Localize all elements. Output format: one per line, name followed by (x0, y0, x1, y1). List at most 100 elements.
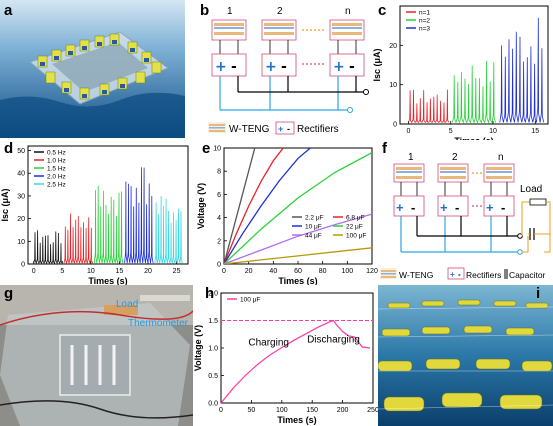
panel-label-b: b (200, 2, 210, 19)
legend-label: 2.0 Hz (47, 173, 66, 180)
series-line (224, 213, 372, 264)
series-line (220, 319, 371, 404)
series-line (63, 213, 93, 265)
chart-isc-units: 0 5 10 15 0 10 20 Times (s) Isc (μA) n=1n=2n=3 (372, 5, 549, 140)
svg-text:+: + (396, 200, 404, 215)
circuit-unit-2: 2 + - (261, 6, 297, 110)
series-line (452, 60, 496, 124)
y-axis-label: Isc (μA) (372, 48, 382, 81)
y-tick-label: 40 (17, 171, 25, 178)
y-tick-label: 0 (21, 262, 25, 269)
y-tick-label: 0.0 (208, 401, 218, 408)
x-tick-label: 80 (319, 268, 327, 275)
x-tick-label: 0 (222, 268, 226, 275)
f-unit-label-1: 1 (408, 152, 414, 163)
panel-label-d: d (4, 140, 14, 157)
y-tick-label: 1.0 (208, 346, 218, 353)
unit-label-2: 2 (277, 6, 283, 17)
x-tick-label: 200 (337, 407, 349, 414)
x-tick-label: 60 (294, 268, 302, 275)
legend-label: 100 μF (346, 232, 366, 239)
y-tick-label: 0.5 (208, 373, 218, 380)
svg-text:-: - (458, 270, 461, 279)
svg-text:+: + (278, 124, 283, 134)
x-tick-label: 150 (306, 407, 318, 414)
y-tick-label: 1.5 (208, 318, 218, 325)
series-line (33, 230, 63, 265)
x-tick-label: 250 (367, 407, 378, 414)
y-tick-label: 10 (17, 239, 25, 246)
legend-label: 44 μF (305, 232, 322, 239)
panel-h: h 0 50 100 150 200 250 0.0 0.5 1.0 1.5 2.0 Times (s… (193, 285, 378, 426)
circuit-unit-1: 1 + - (211, 6, 247, 110)
x-axis-label: Times (s) (454, 136, 493, 140)
wteng-network-illustration (0, 0, 185, 138)
y-tick-label: 20 (389, 43, 397, 50)
y-tick-label: 2 (217, 238, 221, 245)
panel-d: d 0 5 10 15 20 25 0 10 20 30 40 50 Times (s) Isc (μA)… (0, 140, 192, 285)
x-tick-label: 100 (341, 268, 353, 275)
panel-a: a (0, 0, 185, 138)
panel-g: g Load Thermometer (0, 285, 193, 426)
series-line (499, 17, 545, 123)
plot-frame (223, 147, 373, 265)
legend-label: 1.0 Hz (47, 157, 66, 164)
f-legend-rectifiers: Rectifiers (466, 270, 501, 280)
series-line (154, 195, 183, 264)
chart-capacitor-charging: 0 20 40 60 80 100 120 0 2 4 6 8 10 Times (s) Voltage (… (196, 146, 378, 286)
legend-label: 10 μF (305, 223, 322, 230)
x-tick-label: 0 (219, 407, 223, 414)
x-tick-label: 0 (407, 128, 411, 135)
legend-rectifiers: Rectifiers (297, 124, 339, 135)
f-legend-wteng: W-TENG (399, 270, 433, 280)
legend-label: 22 μF (346, 223, 363, 230)
svg-text:+: + (265, 59, 277, 75)
svg-text:-: - (287, 124, 290, 134)
f-unit-label-n: n (498, 152, 504, 163)
legend-label: 0.5 Hz (47, 149, 66, 156)
legend-wteng: W-TENG (229, 124, 270, 135)
legend-label: n=2 (419, 17, 430, 24)
legend-label: 1.5 Hz (47, 165, 66, 172)
svg-text:-: - (411, 200, 415, 215)
y-tick-label: 30 (17, 193, 25, 200)
x-tick-label: 10 (87, 268, 95, 275)
parallel-circuit-diagram: 1 + - 2 + - n (208, 6, 369, 135)
x-tick-label: 20 (245, 268, 253, 275)
panel-label-f: f (382, 140, 387, 157)
legend-label: 6.8 μF (346, 214, 365, 221)
y-axis-label: Voltage (V) (196, 183, 206, 229)
plot-frame (220, 292, 374, 404)
panel-label-i: i (536, 285, 541, 302)
y-axis-label: Voltage (V) (193, 325, 203, 371)
x-tick-label: 10 (489, 128, 497, 135)
circuit-f-unit-2: 2 + - (437, 152, 469, 252)
x-axis-label: Times (s) (278, 276, 317, 285)
legend-label: 2.5 Hz (47, 181, 66, 188)
panel-label-h: h (205, 285, 215, 302)
x-tick-label: 5 (60, 268, 64, 275)
svg-text:+: + (333, 59, 345, 75)
series-line (224, 152, 372, 264)
annotation-discharging: Discharging (307, 335, 360, 346)
photo-label-load: Load (116, 299, 139, 310)
x-tick-label: 15 (116, 268, 124, 275)
series-line (93, 185, 124, 264)
y-tick-label: 2.0 (208, 291, 218, 298)
chart-isc-frequency: 0 5 10 15 20 25 0 10 20 30 40 50 Times (s) Isc (μA) 0.… (0, 145, 189, 285)
annotation-charging: Charging (248, 337, 289, 348)
panel-i: i (378, 285, 553, 426)
x-tick-label: 0 (32, 268, 36, 275)
circuit-f-unit-1: 1 + - (393, 152, 425, 252)
charging-circuit-diagram: 1 + - 2 + - n + - (380, 152, 551, 280)
svg-text:-: - (501, 200, 505, 215)
y-tick-label: 50 (17, 148, 25, 155)
unit-label-n: n (345, 6, 351, 17)
unit-label-1: 1 (227, 6, 233, 17)
x-tick-label: 25 (173, 268, 181, 275)
y-tick-label: 6 (217, 192, 221, 199)
circuit-f-unit-n: n + - (483, 152, 515, 252)
panel-e: e 0 20 40 60 80 100 120 0 2 4 6 8 10 Times (s) Voltage… (192, 140, 378, 285)
f-unit-label-2: 2 (452, 152, 458, 163)
legend-label: n=1 (419, 9, 430, 16)
